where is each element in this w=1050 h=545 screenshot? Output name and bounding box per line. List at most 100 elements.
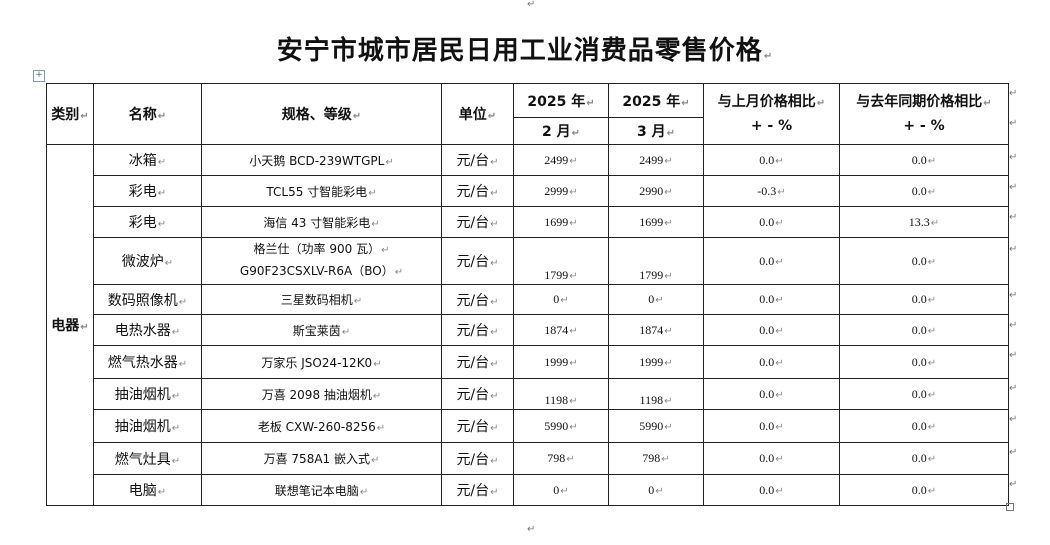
header-yoy: 与去年同期价格相比↵ + - % (839, 83, 1009, 145)
price-mar: 0↵ (608, 284, 704, 315)
item-name: 彩电↵ (93, 175, 202, 207)
item-spec: 小天鹅 BCD-239WTGPL↵ (201, 144, 442, 176)
table-row: 抽油烟机↵ 万喜 2098 抽油烟机↵ 元/台↵ 1198↵ 1198↵ 0.0↵ 0.0↵ (47, 378, 1009, 410)
item-name: 电热水器↵ (93, 314, 202, 346)
item-spec: 联想笔记本电脑↵ (201, 474, 442, 506)
header-month-mar: 3 月↵ (608, 117, 704, 145)
table-row: 燃气灶具↵ 万喜 758A1 嵌入式↵ 元/台↵ 798↵ 798↵ 0.0↵ 0.0↵ (47, 442, 1009, 475)
row-end-mark: ↵ (1009, 320, 1018, 331)
item-name: 微波炉↵ (93, 237, 202, 285)
header-year-feb: 2025 年↵ (513, 83, 609, 118)
price-feb: 1799↵ (513, 237, 609, 285)
table-row: 电热水器↵ 斯宝莱茵↵ 元/台↵ 1874↵ 1874↵ 0.0↵ 0.0↵ (47, 314, 1009, 346)
item-name: 燃气灶具↵ (93, 442, 202, 475)
row-end-mark: ↵ (1009, 244, 1018, 255)
header-row-1: 类别↵ 名称↵ 规格、等级↵ 单位↵ 2025 年↵ 2025 年↵ 与上月价格… (46, 83, 1009, 145)
paragraph-mark: ↵ (527, 524, 536, 535)
change-mom: 0.0↵ (703, 474, 840, 506)
item-spec: 老板 CXW-260-8256↵ (201, 409, 442, 443)
item-unit: 元/台↵ (441, 409, 514, 443)
header-unit: 单位↵ (441, 83, 514, 145)
row-end-mark: ↵ (1009, 447, 1018, 458)
price-mar: 1799↵ (608, 237, 704, 285)
table-move-handle-icon[interactable]: + (33, 70, 45, 82)
item-spec: 万喜 2098 抽油烟机↵ (201, 378, 442, 410)
price-mar: 2990↵ (608, 175, 704, 207)
price-feb: 2499↵ (513, 144, 609, 176)
header-category: 类别↵ (46, 83, 94, 145)
row-end-mark: ↵ (1009, 182, 1018, 193)
category-cell: 电器↵ (46, 144, 94, 506)
row-end-mark: ↵ (1009, 88, 1018, 99)
item-unit: 元/台↵ (441, 206, 514, 238)
item-unit: 元/台↵ (441, 175, 514, 207)
price-mar: 1999↵ (608, 345, 704, 379)
change-mom: 0.0↵ (703, 378, 840, 410)
item-unit: 元/台↵ (441, 474, 514, 506)
item-unit: 元/台↵ (441, 378, 514, 410)
change-mom: 0.0↵ (703, 206, 840, 238)
table-row: 彩电↵ TCL55 寸智能彩电↵ 元/台↵ 2999↵ 2990↵ -0.3↵ 0.0↵ (47, 175, 1009, 207)
table-row: 电器↵ 冰箱↵ 小天鹅 BCD-239WTGPL↵ 元/台↵ 2499↵ 2499↵ 0.0… (46, 144, 1009, 506)
price-mar: 0↵ (608, 474, 704, 506)
item-spec: 万家乐 JSO24-12K0↵ (201, 345, 442, 379)
price-mar: 1198↵ (608, 378, 704, 410)
item-spec: 斯宝莱茵↵ (201, 314, 442, 346)
page-title: 安宁市城市居民日用工业消费品零售价格↵ (276, 36, 774, 66)
price-feb: 2999↵ (513, 175, 609, 207)
table-row: 燃气热水器↵ 万家乐 JSO24-12K0↵ 元/台↵ 1999↵ 1999↵ 0.0↵ 0… (47, 345, 1009, 379)
change-mom: 0.0↵ (703, 409, 840, 443)
paragraph-mark: ↵ (763, 51, 774, 62)
change-yoy: 0.0↵ (839, 345, 1009, 379)
change-mom: 0.0↵ (703, 284, 840, 315)
table-resize-handle-icon[interactable] (1006, 503, 1014, 511)
price-mar: 798↵ (608, 442, 704, 475)
price-feb: 0↵ (513, 474, 609, 506)
item-unit: 元/台↵ (441, 284, 514, 315)
change-mom: 0.0↵ (703, 345, 840, 379)
item-spec: 格兰仕（功率 900 瓦）↵ G90F23CSXLV-R6A（BO）↵ (201, 237, 442, 285)
row-end-mark: ↵ (1009, 152, 1018, 163)
header-year-mar: 2025 年↵ (608, 83, 704, 118)
row-end-mark: ↵ (1009, 414, 1018, 425)
item-spec: 三星数码相机↵ (201, 284, 442, 315)
change-mom: 0.0↵ (703, 314, 840, 346)
row-end-mark: ↵ (1009, 350, 1018, 361)
change-yoy: 13.3↵ (839, 206, 1009, 238)
row-end-mark: ↵ (1009, 383, 1018, 394)
table-row: 数码照像机↵ 三星数码相机↵ 元/台↵ 0↵ 0↵ 0.0↵ 0.0↵ (47, 284, 1009, 315)
item-unit: 元/台↵ (441, 345, 514, 379)
change-yoy: 0.0↵ (839, 314, 1009, 346)
price-mar: 5990↵ (608, 409, 704, 443)
price-feb: 1699↵ (513, 206, 609, 238)
change-yoy: 0.0↵ (839, 284, 1009, 315)
price-mar: 1699↵ (608, 206, 704, 238)
change-yoy: 0.0↵ (839, 175, 1009, 207)
row-end-mark: ↵ (1009, 118, 1018, 129)
row-end-mark: ↵ (1009, 290, 1018, 301)
change-yoy: 0.0↵ (839, 237, 1009, 285)
header-name: 名称↵ (93, 83, 202, 145)
change-mom: 0.0↵ (703, 144, 840, 176)
item-unit: 元/台↵ (441, 237, 514, 285)
change-yoy: 0.0↵ (839, 409, 1009, 443)
item-unit: 元/台↵ (441, 314, 514, 346)
table-row: 微波炉↵ 格兰仕（功率 900 瓦）↵ G90F23CSXLV-R6A（BO）↵ 元/… (47, 237, 1009, 285)
price-table: 类别↵ 名称↵ 规格、等级↵ 单位↵ 2025 年↵ 2025 年↵ 与上月价格… (46, 83, 1009, 506)
price-feb: 1874↵ (513, 314, 609, 346)
change-yoy: 0.0↵ (839, 144, 1009, 176)
price-feb: 0↵ (513, 284, 609, 315)
change-yoy: 0.0↵ (839, 378, 1009, 410)
item-name: 电脑↵ (93, 474, 202, 506)
change-mom: 0.0↵ (703, 237, 840, 285)
paragraph-mark: ↵ (527, 0, 536, 10)
item-name: 抽油烟机↵ (93, 409, 202, 443)
header-mom: 与上月价格相比↵ + - % (703, 83, 840, 145)
header-row-2: 2 月↵ 3 月↵ (47, 117, 1009, 145)
item-name: 数码照像机↵ (93, 284, 202, 315)
change-yoy: 0.0↵ (839, 442, 1009, 475)
table-body: 电器↵ 冰箱↵ 小天鹅 BCD-239WTGPL↵ 元/台↵ 2499↵ 2499↵ 0.0… (46, 144, 1009, 506)
price-feb: 5990↵ (513, 409, 609, 443)
item-unit: 元/台↵ (441, 144, 514, 176)
item-unit: 元/台↵ (441, 442, 514, 475)
